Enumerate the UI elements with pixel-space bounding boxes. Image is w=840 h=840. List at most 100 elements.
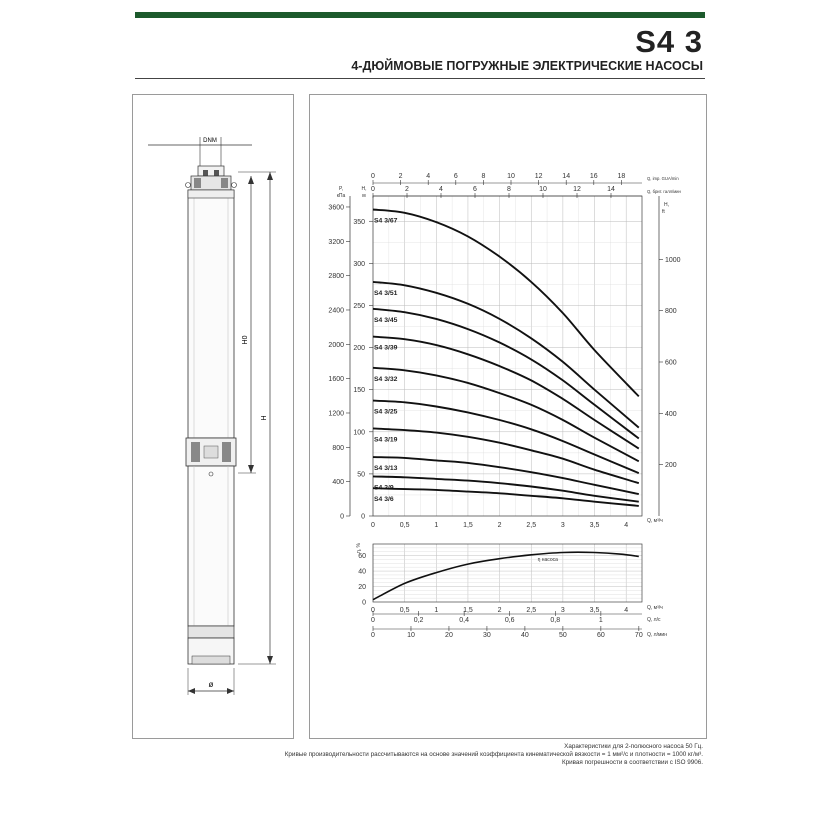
performance-chart-curves: S4 3/67 S4 3/51 S4 3/45 S4 3/39 S4 3/32 S4 3/…	[372, 208, 640, 507]
bottom-axis-2-tick-label: 30	[483, 632, 491, 639]
series-label: S4 3/13	[374, 465, 398, 472]
bottom-axis-1-tick-label: 0,2	[414, 617, 424, 624]
y-tick-label: 20	[358, 584, 366, 591]
series-label: S4 3/32	[374, 376, 398, 383]
top-axis-2-label: Q, брит. галл/мин	[647, 189, 681, 194]
y-left-axis-label: кПа	[337, 193, 346, 199]
y-left-axis-label: P,	[339, 186, 343, 192]
y-inner-tick-label: 150	[353, 387, 365, 394]
bottom-axis-2-tick-label: 20	[445, 632, 453, 639]
series-label: S4 3/25	[374, 409, 398, 416]
performance-chart-grid	[372, 196, 643, 517]
x-tick-label: 0,5	[400, 522, 410, 529]
top-axis-1-label: Q, imp. GUA/min	[647, 176, 679, 181]
x-tick-label: 3,5	[590, 607, 600, 614]
y-inner-tick-label: 250	[353, 303, 365, 310]
bottom-axis-2-tick-label: 60	[597, 632, 605, 639]
x-tick-label: 3,5	[590, 522, 600, 529]
y-right-tick-label: 200	[665, 462, 677, 469]
performance-chart: 0 0,5 1 1,5 2 2,5 3 3,5 405010015020025030035004…	[328, 173, 681, 529]
x-tick-label: 3	[561, 607, 565, 614]
top-axis-2-tick-label: 14	[607, 186, 615, 193]
performance-curve	[372, 399, 640, 474]
top-axis-2-tick-label: 6	[473, 186, 477, 193]
bottom-axis-2-tick-label: 10	[407, 632, 415, 639]
x-tick-label: 4	[624, 607, 628, 614]
x-tick-label: 1	[434, 607, 438, 614]
y-left-tick-label: 3200	[328, 239, 344, 246]
efficiency-chart-curves: η насоса	[372, 551, 639, 601]
y-right-tick-label: 800	[665, 308, 677, 315]
pump-drawing-panel	[132, 94, 294, 739]
y-inner-tick-label: 100	[353, 429, 365, 436]
x-tick-label: 0	[371, 522, 375, 529]
x-axis-label: Q, м³/ч	[647, 605, 663, 611]
top-axis-1-tick-label: 18	[618, 173, 626, 180]
y-tick-label: 40	[358, 569, 366, 576]
performance-curve	[372, 427, 640, 485]
series-label: S4 3/67	[374, 217, 398, 224]
bottom-axis-1-label: Q, л/с	[647, 617, 661, 623]
bottom-axis-2-tick-label: 70	[635, 632, 643, 639]
x-tick-label: 2	[498, 522, 502, 529]
footnotes: Характеристики для 2-полюсного насоса 50…	[285, 743, 703, 768]
top-axis-2-tick-label: 12	[573, 186, 581, 193]
diameter-label: ø	[209, 680, 214, 689]
y-right-tick-label: 1000	[665, 257, 681, 264]
series-label: S4 3/39	[374, 345, 398, 352]
y-right-axis-label: ft	[662, 209, 665, 215]
y-axis-label: η, %	[356, 542, 362, 553]
top-axis-1-tick-label: 6	[454, 173, 458, 180]
top-axis-1-tick-label: 0	[371, 173, 375, 180]
y-inner-tick-label: 0	[361, 514, 365, 521]
header-divider	[135, 78, 705, 79]
chart-panel	[309, 94, 707, 739]
series-label: S4 3/6	[374, 496, 394, 503]
y-inner-tick-label: 350	[353, 219, 365, 226]
x-tick-label: 1,5	[463, 607, 473, 614]
page-title: S4 3	[635, 24, 703, 59]
y-inner-axis-label: H,	[362, 186, 367, 192]
footnote: Характеристики для 2-полюсного насоса 50…	[564, 743, 703, 750]
x-tick-label: 0	[371, 607, 375, 614]
x-tick-label: 1	[434, 522, 438, 529]
h-dimension-label: H	[261, 415, 268, 420]
y-inner-tick-label: 200	[353, 345, 365, 352]
top-axis-2-tick-label: 10	[539, 186, 547, 193]
bottom-axis-1-tick-label: 0,4	[459, 617, 469, 624]
h0-dimension-label: H0	[242, 335, 249, 344]
performance-curve	[372, 487, 639, 507]
bottom-axis-1-tick-label: 0,6	[505, 617, 515, 624]
y-tick-label: 60	[358, 553, 366, 560]
top-axis-1-tick-label: 4	[426, 173, 430, 180]
y-inner-axis-label: м	[362, 193, 366, 199]
series-label: S4 3/45	[374, 317, 398, 324]
top-axis-1-tick-label: 2	[399, 173, 403, 180]
bottom-axis-1-tick-label: 0	[371, 617, 375, 624]
x-tick-label: 2,5	[526, 607, 536, 614]
top-axis-2-tick-label: 4	[439, 186, 443, 193]
footnote: Кривые производительности рассчитываются…	[284, 751, 703, 759]
y-inner-tick-label: 50	[357, 471, 365, 478]
top-axis-1-tick-label: 16	[590, 173, 598, 180]
top-axis-1-tick-label: 8	[481, 173, 485, 180]
series-label: η насоса	[538, 557, 559, 563]
top-axis-1-tick-label: 14	[562, 173, 570, 180]
performance-chart-axes: 0 0,5 1 1,5 2 2,5 3 3,5 405010015020025030035004…	[328, 173, 681, 529]
bottom-axis-1-tick-label: 1	[599, 617, 603, 624]
y-left-tick-label: 1200	[328, 410, 344, 417]
y-left-tick-label: 3600	[328, 204, 344, 211]
y-left-tick-label: 2800	[328, 273, 344, 280]
y-tick-label: 0	[362, 600, 366, 607]
top-axis-1-tick-label: 12	[535, 173, 543, 180]
bottom-axis-2-label: Q, л/мин	[647, 632, 667, 638]
x-tick-label: 0,5	[400, 607, 410, 614]
series-label: S4 3/51	[374, 290, 398, 297]
performance-curve	[372, 475, 639, 503]
y-left-tick-label: 400	[332, 479, 344, 486]
bottom-axis-1-tick-label: 0,8	[550, 617, 560, 624]
page-subtitle: 4-ДЮЙМОВЫЕ ПОГРУЖНЫЕ ЭЛЕКТРИЧЕСКИЕ НАСОС…	[351, 59, 703, 73]
bottom-axis-2-tick-label: 40	[521, 632, 529, 639]
x-tick-label: 1,5	[463, 522, 473, 529]
